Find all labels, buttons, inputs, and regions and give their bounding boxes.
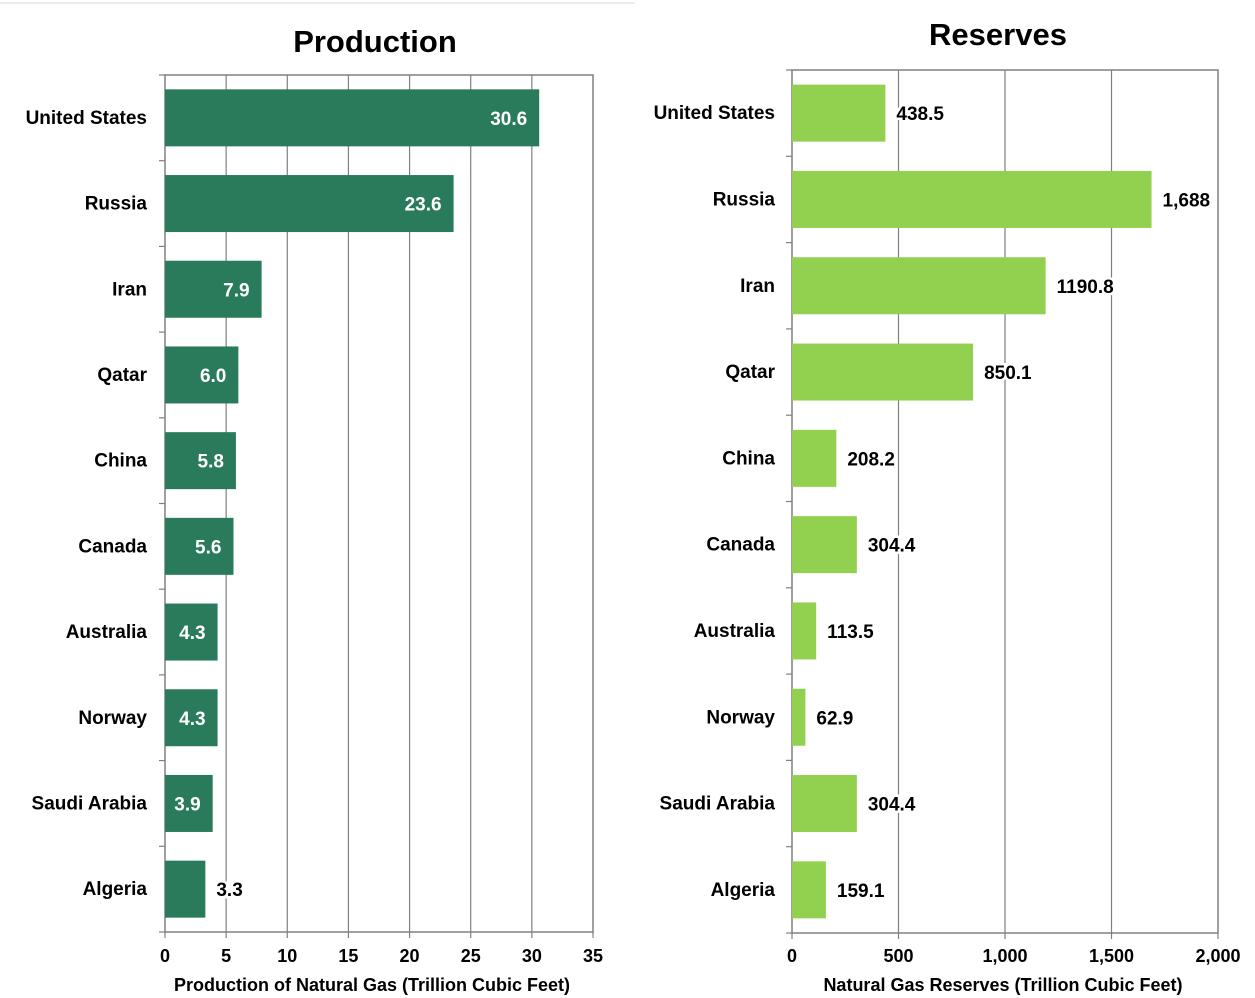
bar-united-states xyxy=(792,84,886,142)
data-label-halo-united-states: 438.5 xyxy=(896,104,944,125)
production-tick-labels: 0 5 10 15 20 25 30 35 xyxy=(160,946,603,966)
data-label-saudi-arabia: 304.4 xyxy=(868,795,916,816)
reserves-tick-label: 1,500 xyxy=(1089,946,1134,966)
reserves-x-axis-label: Natural Gas Reserves (Trillion Cubic Fee… xyxy=(823,975,1182,995)
bar-canada xyxy=(165,517,234,575)
data-label-iran: 1190.8 xyxy=(1057,277,1114,298)
category-label-norway: Norway xyxy=(706,707,775,728)
category-label-norway: Norway xyxy=(78,708,147,729)
data-label-qatar: 6.0 xyxy=(200,366,226,387)
data-label-china: 208.2 xyxy=(847,449,895,470)
production-tick-label: 20 xyxy=(400,946,420,966)
reserves-tick-labels: 0 500 1,000 1,500 2,000 xyxy=(787,946,1241,966)
data-label-halo-australia: 113.5 xyxy=(827,622,874,643)
production-chart: Production 0 5 10 15 20 25 30 35 United States R… xyxy=(26,24,603,995)
category-label-china: China xyxy=(94,451,147,472)
data-label-halo-china: 208.2 xyxy=(847,449,895,470)
bar-russia xyxy=(165,175,454,233)
category-label-russia: Russia xyxy=(85,194,148,215)
category-label-canada: Canada xyxy=(706,535,775,556)
data-label-united-states: 438.5 xyxy=(896,104,944,125)
category-label-canada: Canada xyxy=(78,536,147,557)
bar-qatar xyxy=(165,346,239,404)
data-label-halo-norway: 62.9 xyxy=(816,708,853,729)
data-label-russia: 23.6 xyxy=(405,195,442,216)
category-label-china: China xyxy=(722,448,775,469)
bar-algeria xyxy=(792,861,826,919)
data-label-halo-algeria: 159.1 xyxy=(837,881,885,902)
production-tick-label: 30 xyxy=(522,946,542,966)
data-label-canada: 304.4 xyxy=(868,536,916,557)
production-tick-label: 10 xyxy=(277,946,297,966)
production-tick-label: 0 xyxy=(160,946,170,966)
category-label-iran: Iran xyxy=(740,276,775,297)
reserves-bars xyxy=(792,84,1152,919)
category-label-qatar: Qatar xyxy=(725,362,775,383)
data-label-canada: 5.6 xyxy=(195,537,221,558)
reserves-tick-label: 0 xyxy=(787,946,797,966)
bar-australia xyxy=(792,602,817,660)
data-label-saudi-arabia: 3.9 xyxy=(174,794,200,815)
bar-saudi-arabia xyxy=(165,774,213,832)
data-label-russia: 1,688 xyxy=(1163,190,1211,211)
bar-china xyxy=(792,429,837,487)
bar-iran xyxy=(792,257,1046,315)
bar-canada xyxy=(792,516,857,574)
reserves-category-labels: United States Russia Iran Qatar China Canada A… xyxy=(654,103,776,901)
reserves-tick-label: 1,000 xyxy=(982,946,1027,966)
category-label-russia: Russia xyxy=(713,189,776,210)
reserves-data-labels: 438.5438.51,6881,6881190.81190.8850.1850… xyxy=(814,102,1213,905)
production-category-labels: United States Russia Iran Qatar China Canada A… xyxy=(26,108,148,900)
category-label-iran: Iran xyxy=(112,279,147,300)
category-label-saudi-arabia: Saudi Arabia xyxy=(32,793,148,814)
bar-qatar xyxy=(792,343,974,401)
reserves-title: Reserves xyxy=(929,17,1067,52)
data-label-australia: 4.3 xyxy=(179,623,205,644)
category-label-australia: Australia xyxy=(694,621,776,642)
category-label-united-states: United States xyxy=(654,103,775,124)
data-label-qatar: 850.1 xyxy=(984,363,1032,384)
data-label-halo-russia: 1,688 xyxy=(1163,190,1211,211)
data-label-china: 5.8 xyxy=(198,452,224,473)
bar-norway xyxy=(792,688,806,746)
data-label-halo-algeria: 3.3 xyxy=(216,880,242,901)
category-label-algeria: Algeria xyxy=(711,880,776,901)
category-label-australia: Australia xyxy=(66,622,148,643)
production-data-labels: 30.623.67.96.05.85.64.34.33.93.33.3 xyxy=(174,109,527,904)
production-tick-label: 25 xyxy=(461,946,481,966)
bar-china xyxy=(165,432,236,490)
production-title: Production xyxy=(293,24,457,59)
production-x-axis-label: Production of Natural Gas (Trillion Cubi… xyxy=(174,975,570,995)
category-label-algeria: Algeria xyxy=(83,879,148,900)
reserves-tick-label: 2,000 xyxy=(1195,946,1240,966)
data-label-australia: 113.5 xyxy=(827,622,874,643)
reserves-tick-label: 500 xyxy=(883,946,913,966)
data-label-iran: 7.9 xyxy=(223,280,249,301)
production-bars xyxy=(165,89,540,918)
data-label-halo-saudi-arabia: 304.4 xyxy=(868,795,916,816)
bar-australia xyxy=(165,603,218,661)
data-label-norway: 62.9 xyxy=(816,708,853,729)
bar-united-states xyxy=(165,89,540,147)
data-label-halo-iran: 1190.8 xyxy=(1057,277,1114,298)
bar-iran xyxy=(165,260,262,318)
data-label-halo-canada: 304.4 xyxy=(868,536,916,557)
bar-norway xyxy=(165,689,218,747)
data-label-algeria: 159.1 xyxy=(837,881,885,902)
data-label-norway: 4.3 xyxy=(179,709,205,730)
category-label-united-states: United States xyxy=(26,108,147,129)
bar-algeria xyxy=(165,860,206,918)
category-label-saudi-arabia: Saudi Arabia xyxy=(660,794,776,815)
production-tick-label: 35 xyxy=(583,946,603,966)
category-label-qatar: Qatar xyxy=(97,365,147,386)
data-label-algeria: 3.3 xyxy=(216,880,242,901)
production-tick-label: 15 xyxy=(338,946,358,966)
production-tick-label: 5 xyxy=(221,946,231,966)
bar-saudi-arabia xyxy=(792,775,857,833)
data-label-halo-qatar: 850.1 xyxy=(984,363,1032,384)
data-label-united-states: 30.6 xyxy=(490,109,527,130)
bar-russia xyxy=(792,170,1152,228)
reserves-chart: Reserves 0 500 1,000 1,500 2,000 United Stat… xyxy=(654,17,1241,995)
